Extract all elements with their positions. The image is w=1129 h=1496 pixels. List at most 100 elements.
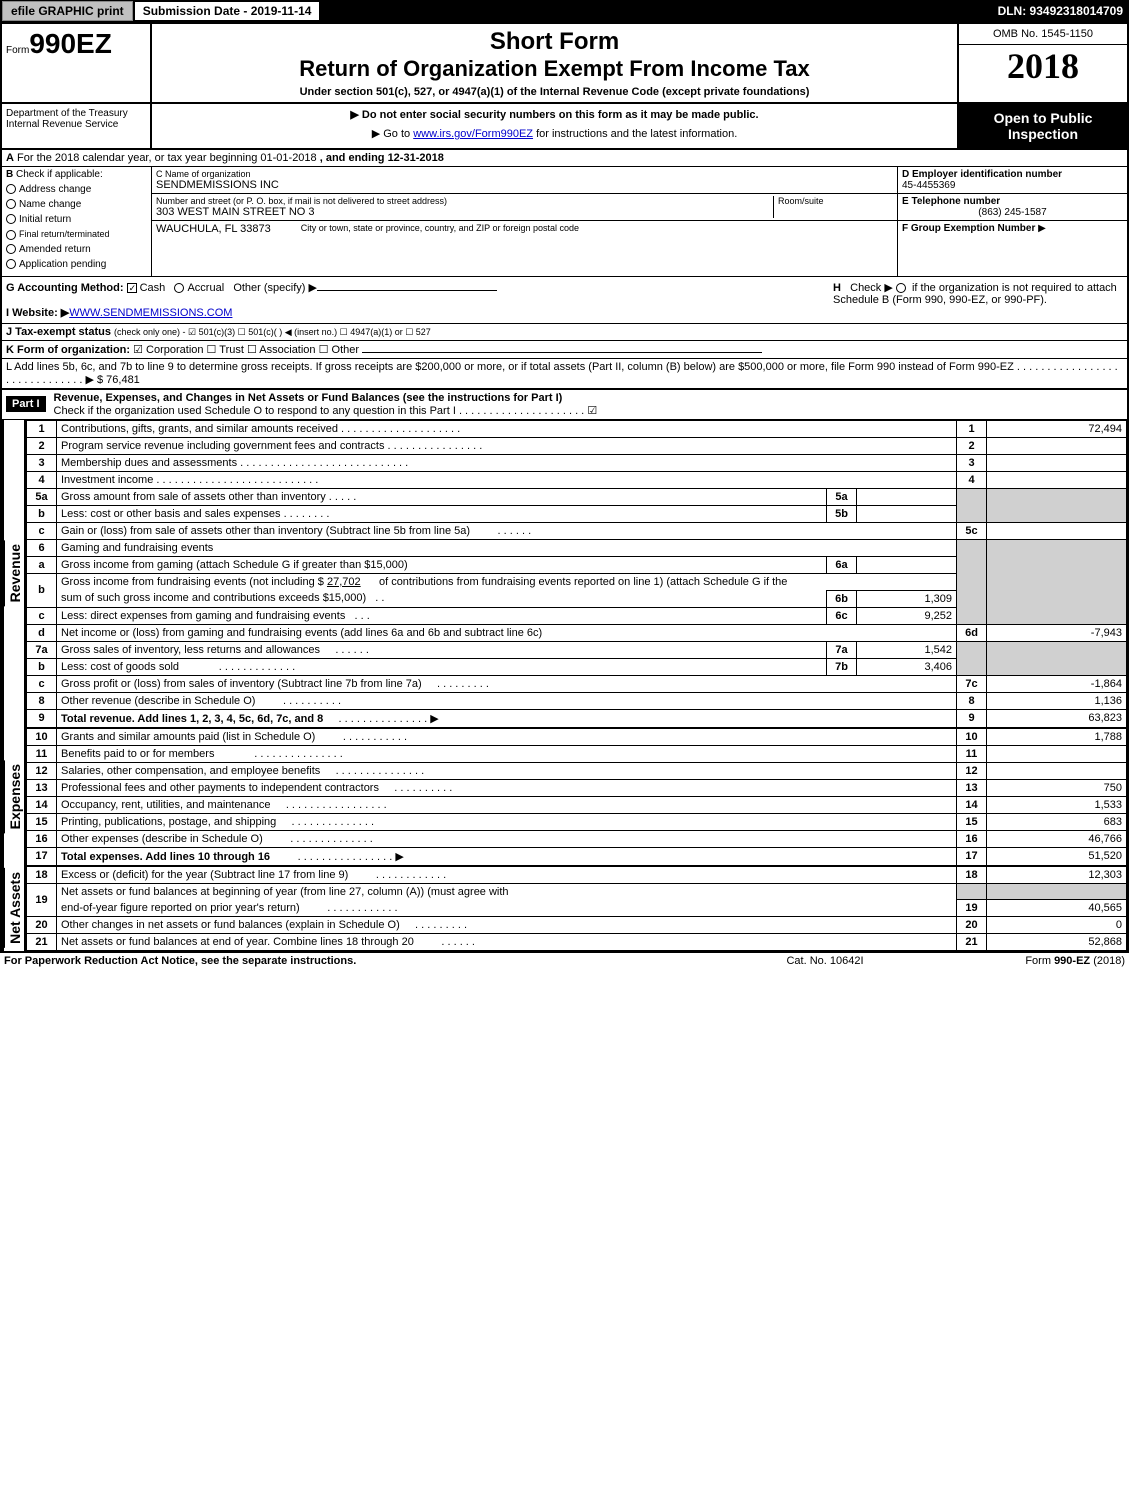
section-a-row: A For the 2018 calendar year, or tax yea… [2, 150, 1127, 167]
expenses-table: 10 Grants and similar amounts paid (list … [26, 728, 1127, 866]
line-2-num: 2 [27, 437, 57, 454]
line-15-dots: . . . . . . . . . . . . . . [292, 816, 375, 828]
line-6c-sv: 9,252 [857, 607, 957, 624]
line-6d-amount: -7,943 [987, 624, 1127, 641]
line-7c: cGross profit or (loss) from sales of in… [27, 675, 1127, 692]
line-1-box: 1 [957, 420, 987, 437]
name-change-checkbox[interactable] [6, 199, 16, 209]
line-10-num: 10 [27, 728, 57, 745]
line-13-num: 13 [27, 779, 57, 796]
line-7c-box: 7c [957, 675, 987, 692]
line-11-dots: . . . . . . . . . . . . . . . [254, 748, 343, 760]
part1-badge: Part I [6, 396, 46, 412]
section-k-row: K Form of organization: ☑ Corporation ☐ … [2, 341, 1127, 359]
line-11: 11Benefits paid to or for members . . . … [27, 745, 1127, 762]
form-prefix: Form [6, 45, 29, 56]
part1-title: Revenue, Expenses, and Changes in Net As… [54, 392, 563, 404]
line-14-amount: 1,533 [987, 796, 1127, 813]
line-13-dots: . . . . . . . . . . [394, 782, 452, 794]
cash-checkbox[interactable] [127, 283, 137, 293]
line-6-desc: Gaming and fundraising events [57, 539, 957, 556]
line-7a-num: 7a [27, 641, 57, 658]
address-change-checkbox[interactable] [6, 184, 16, 194]
line-19-desc: Net assets or fund balances at beginning… [57, 883, 957, 900]
line-14-num: 14 [27, 796, 57, 813]
line-4-num: 4 [27, 471, 57, 488]
accrual-checkbox[interactable] [174, 283, 184, 293]
line-6b-dots: . . [375, 592, 384, 604]
instructions-cell: ▶ Do not enter social security numbers o… [152, 104, 957, 148]
short-form-title: Short Form [160, 28, 949, 56]
line-20-box: 20 [957, 917, 987, 934]
e-phone-label: E Telephone number [902, 196, 1123, 207]
section-j-row: J Tax-exempt status (check only one) - ☑… [2, 324, 1127, 341]
open-public-badge: Open to Public Inspection [957, 104, 1127, 148]
line-10-box: 10 [957, 728, 987, 745]
line-7a: 7aGross sales of inventory, less returns… [27, 641, 1127, 658]
h-label: H [833, 282, 841, 294]
part1-checkbox[interactable]: ☑ [587, 405, 597, 417]
tax-year: 2018 [959, 45, 1127, 87]
line-21-amount: 52,868 [987, 934, 1127, 951]
c-name-label: C Name of organization [156, 169, 893, 179]
line-18-desc: Excess or (deficit) for the year (Subtra… [61, 869, 348, 881]
section-l-row: L Add lines 5b, 6c, and 7b to line 9 to … [2, 359, 1127, 389]
line-6-shade [957, 539, 987, 624]
line-4-box: 4 [957, 471, 987, 488]
line-10: 10 Grants and similar amounts paid (list … [27, 728, 1127, 745]
line-6b-fund: 27,702 [327, 576, 361, 588]
form-header: Form990EZ Short Form Return of Organizat… [2, 24, 1127, 104]
line-7b-sb: 7b [827, 658, 857, 675]
line-6d-num: d [27, 624, 57, 641]
line-6a-sb: 6a [827, 556, 857, 573]
line-12-dots: . . . . . . . . . . . . . . . [336, 765, 425, 777]
line-10-desc: Grants and similar amounts paid (list in… [61, 731, 315, 743]
net-assets-label-text: Net Assets [4, 868, 25, 948]
line-21-box: 21 [957, 934, 987, 951]
instruction-ssn: ▶ Do not enter social security numbers o… [156, 108, 953, 121]
line-5-shade2 [987, 488, 1127, 522]
line-9-desc: Total revenue. Add lines 1, 2, 3, 4, 5c,… [61, 713, 323, 725]
efile-print-button[interactable]: efile GRAPHIC print [2, 1, 133, 21]
line-17-amount: 51,520 [987, 847, 1127, 865]
line-6d: dNet income or (loss) from gaming and fu… [27, 624, 1127, 641]
line-19-desc2: end-of-year figure reported on prior yea… [61, 902, 300, 914]
final-return-checkbox[interactable] [6, 230, 16, 240]
line-20-dots: . . . . . . . . . [415, 919, 467, 931]
line-15-num: 15 [27, 813, 57, 830]
net-assets-section: Net Assets 18 Excess or (deficit) for the… [2, 866, 1127, 952]
g-other-input[interactable] [317, 290, 497, 291]
line-5a-sb: 5a [827, 488, 857, 505]
org-phone: (863) 245-1587 [902, 207, 1123, 218]
line-6b-sb: 6b [827, 590, 857, 607]
k-other-input[interactable] [362, 352, 762, 353]
line-7c-dots: . . . . . . . . . [437, 678, 489, 690]
line-2-desc: Program service revenue including govern… [57, 437, 957, 454]
line-13-desc: Professional fees and other payments to … [61, 782, 379, 794]
h-checkbox[interactable] [896, 283, 906, 293]
line-16-desc: Other expenses (describe in Schedule O) [61, 833, 263, 845]
line-20-amount: 0 [987, 917, 1127, 934]
net-assets-side-label: Net Assets [2, 866, 26, 952]
dept-irs: Internal Revenue Service [6, 119, 146, 130]
line-6c-dots: . . . [355, 610, 370, 622]
line-15-box: 15 [957, 813, 987, 830]
website-link[interactable]: WWW.SENDMEMISSIONS.COM [69, 307, 232, 319]
line-9-box: 9 [957, 709, 987, 727]
room-label: Room/suite [778, 196, 893, 206]
irs-link[interactable]: www.irs.gov/Form990EZ [413, 128, 533, 140]
application-pending-checkbox[interactable] [6, 259, 16, 269]
section-a-label: A [6, 152, 14, 164]
line-17-box: 17 [957, 847, 987, 865]
line-12-desc: Salaries, other compensation, and employ… [61, 765, 320, 777]
amended-return-checkbox[interactable] [6, 244, 16, 254]
line-17-dots: . . . . . . . . . . . . . . . . ▶ [298, 851, 404, 863]
line-18-box: 18 [957, 866, 987, 883]
line-6-num: 6 [27, 539, 57, 556]
c-city-label: City or town, state or province, country… [301, 223, 579, 235]
top-bar: efile GRAPHIC print Submission Date - 20… [0, 0, 1129, 22]
initial-return-checkbox[interactable] [6, 214, 16, 224]
line-6a-desc: Gross income from gaming (attach Schedul… [57, 556, 827, 573]
footer-row: For Paperwork Reduction Act Notice, see … [0, 953, 1129, 969]
c-street-label: Number and street (or P. O. box, if mail… [156, 196, 773, 206]
